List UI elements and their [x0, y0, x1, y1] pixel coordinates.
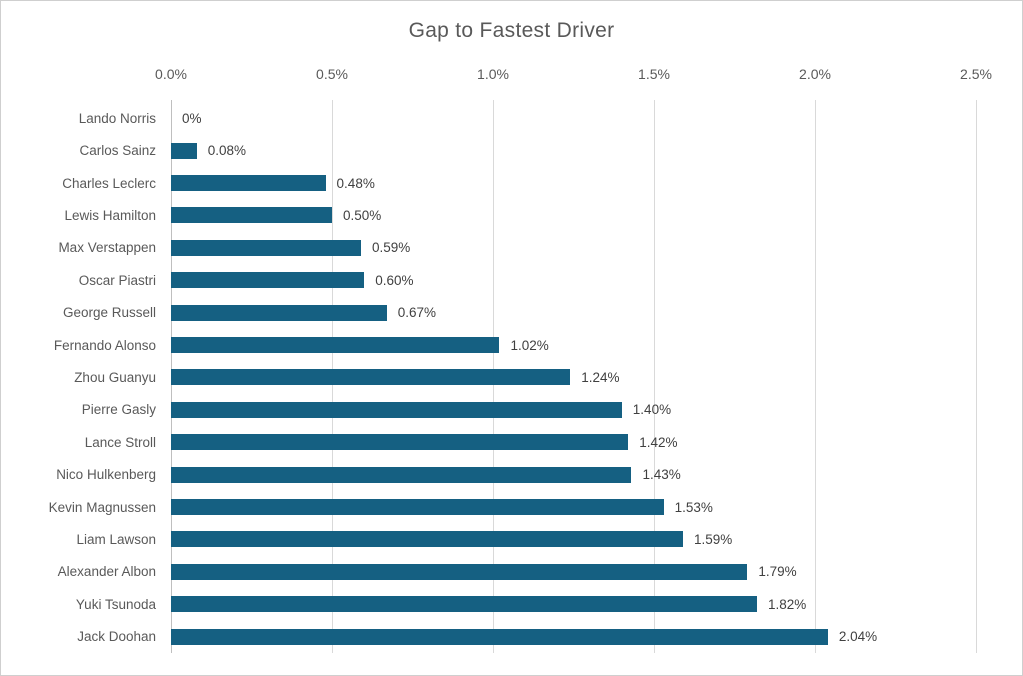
data-label: 1.59%: [693, 531, 733, 547]
category-label: Nico Hulkenberg: [56, 467, 156, 483]
bar: [171, 369, 571, 386]
x-axis-tick-label: 0.0%: [155, 66, 187, 82]
data-label: 2.04%: [838, 629, 878, 645]
bar-row: Lance Stroll 1.42%: [1, 426, 1022, 458]
bar-row: Pierre Gasly 1.40%: [1, 394, 1022, 426]
category-label: Zhou Guanyu: [74, 369, 156, 385]
bar: [171, 466, 632, 483]
category-label: Jack Doohan: [77, 629, 156, 645]
category-label: Lando Norris: [78, 110, 156, 126]
data-label: 0%: [182, 110, 202, 126]
bar-row: Nico Hulkenberg 1.43%: [1, 458, 1022, 490]
bar-row: Liam Lawson 1.59%: [1, 523, 1022, 555]
category-label: Yuki Tsunoda: [75, 596, 156, 612]
data-label: 1.82%: [768, 596, 807, 612]
category-label: Pierre Gasly: [81, 402, 156, 418]
category-label: Lewis Hamilton: [64, 207, 156, 223]
bar: [171, 272, 365, 289]
bar-row: Max Verstappen 0.59%: [1, 232, 1022, 264]
bar: [171, 239, 361, 256]
bar: [171, 563, 748, 580]
data-label: 1.40%: [632, 402, 672, 418]
x-axis-tick-label: 2.0%: [799, 66, 831, 82]
gridline: [976, 100, 977, 653]
data-label: 0.08%: [207, 143, 247, 159]
bar-row: Yuki Tsunoda 1.82%: [1, 588, 1022, 620]
x-axis-tick-label: 1.0%: [477, 66, 509, 82]
bar: [171, 628, 828, 645]
data-label: 0.67%: [397, 305, 437, 321]
data-label: 1.02%: [510, 337, 549, 353]
bar-row: Carlos Sainz 0.08%: [1, 134, 1022, 166]
category-label: Carlos Sainz: [79, 143, 156, 159]
bar-row: Lando Norris 0%: [1, 102, 1022, 134]
category-label: Charles Leclerc: [62, 175, 156, 191]
bar: [171, 207, 332, 224]
category-label: Kevin Magnussen: [48, 499, 156, 515]
bar-row: Fernando Alonso 1.02%: [1, 329, 1022, 361]
data-label: 1.43%: [642, 467, 681, 483]
x-axis-tick-label: 0.5%: [316, 66, 348, 82]
bar-rows: Lando Norris 0% Carlos Sainz 0.08% Charles L…: [1, 102, 1022, 653]
category-label: Max Verstappen: [58, 240, 156, 256]
chart-title: Gap to Fastest Driver: [408, 19, 615, 42]
data-label: 1.24%: [581, 369, 620, 385]
category-label: Oscar Piastri: [78, 272, 156, 288]
gridline: [815, 100, 816, 653]
data-label: 1.53%: [674, 499, 713, 515]
bar-row: Zhou Guanyu 1.24%: [1, 361, 1022, 393]
data-label: 0.48%: [336, 175, 375, 191]
x-axis-tick-label: 2.5%: [960, 66, 992, 82]
bar: [171, 401, 622, 418]
bar-row: Oscar Piastri 0.60%: [1, 264, 1022, 296]
data-label: 0.60%: [375, 272, 414, 288]
bar-row: George Russell 0.67%: [1, 296, 1022, 328]
bar-row: Lewis Hamilton 0.50%: [1, 199, 1022, 231]
bar: [171, 596, 758, 613]
bar: [171, 499, 664, 516]
bar: [171, 175, 326, 192]
x-axis-tick-label: 1.5%: [638, 66, 670, 82]
bar-row: Jack Doohan 2.04%: [1, 621, 1022, 653]
bar-row: Kevin Magnussen 1.53%: [1, 491, 1022, 523]
category-label: Fernando Alonso: [53, 337, 156, 353]
data-label: 1.79%: [758, 564, 797, 580]
bar: [171, 142, 197, 159]
bar-row: Alexander Albon 1.79%: [1, 556, 1022, 588]
bar: [171, 337, 500, 354]
data-label: 0.59%: [371, 240, 411, 256]
data-label: 0.50%: [343, 207, 382, 223]
data-label: 1.42%: [639, 434, 678, 450]
gridline: [654, 100, 655, 653]
category-label: Lance Stroll: [84, 434, 156, 450]
bar-row: Charles Leclerc 0.48%: [1, 167, 1022, 199]
category-label: Alexander Albon: [57, 564, 156, 580]
category-label: Liam Lawson: [76, 531, 156, 547]
category-label: George Russell: [62, 305, 156, 321]
bar: [171, 531, 683, 548]
bar: [171, 434, 629, 451]
bar: [171, 304, 387, 321]
